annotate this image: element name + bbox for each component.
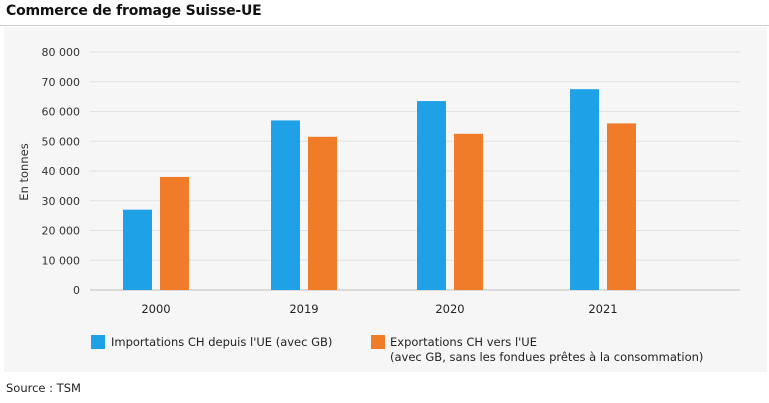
y-tick-label: 20 000 [42,225,81,238]
title-divider [0,25,769,26]
bar-importations-2021 [570,89,599,290]
chart-title: Commerce de fromage Suisse-UE [6,3,262,19]
y-tick-label: 80 000 [42,46,81,59]
bar-exportations-2000 [160,176,189,290]
bar-exportations-2021 [607,123,636,291]
bar-importations-2000 [123,209,152,290]
y-tick-label: 10 000 [42,254,81,267]
exportations-legend-swatch [371,335,385,349]
bars [123,89,636,291]
y-tick-label: 60 000 [42,106,81,119]
bar-importations-2020 [417,101,446,291]
y-tick-label: 70 000 [42,76,81,89]
chart-panel [4,27,767,372]
x-category-label: 2020 [435,302,464,316]
y-axis-label: En tonnes [17,143,31,200]
bar-importations-2019 [271,120,300,290]
exportations-legend-label: (avec GB, sans les fondues prêtes à la c… [390,350,704,364]
importations-legend-label: Importations CH depuis l'UE (avec GB) [111,335,333,349]
y-axis-ticks: 0 10 000 20 000 30 000 40 000 50 000 60 000 70 … [42,46,81,297]
x-axis-categories: 2000 2019 2020 2021 [141,302,617,316]
x-category-label: 2000 [141,302,170,316]
y-tick-label: 50 000 [42,135,81,148]
exportations-legend-label: Exportations CH vers l'UE [390,335,537,349]
y-tick-label: 0 [73,284,80,297]
bar-exportations-2019 [308,136,337,290]
x-category-label: 2019 [289,302,318,316]
source-note: Source : TSM [6,381,81,395]
y-tick-label: 40 000 [42,165,81,178]
y-tick-label: 30 000 [42,195,81,208]
x-category-label: 2021 [588,302,617,316]
bar-exportations-2020 [454,133,483,290]
importations-legend-swatch [91,335,105,349]
